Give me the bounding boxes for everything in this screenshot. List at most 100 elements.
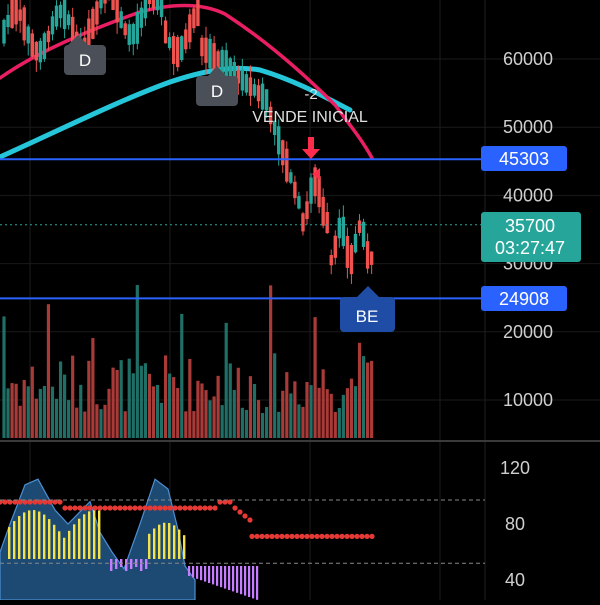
histogram-bar [18, 516, 21, 559]
oscillator-dot [299, 533, 305, 540]
candle-body [353, 233, 358, 253]
oscillator-axis-label: 40 [505, 570, 525, 590]
oscillator-dot [117, 505, 123, 511]
price-axis-label: 10000 [503, 390, 553, 410]
candle-body [317, 176, 321, 208]
candle-body [54, 5, 59, 27]
oscillator-dot [97, 505, 103, 511]
histogram-bar [200, 566, 203, 581]
price-axis-label: 60000 [503, 49, 553, 69]
candle-body [70, 16, 75, 44]
oscillator-dot [294, 533, 300, 540]
histogram-bar [110, 559, 113, 571]
fast-moving-average [0, 3, 374, 160]
volume-bar [75, 407, 79, 438]
volume-bar [196, 380, 200, 438]
volume-bar [200, 383, 204, 438]
oscillator-dot [197, 505, 203, 511]
candle-body [228, 58, 232, 82]
candle-body [115, 0, 119, 23]
candle-body [256, 85, 261, 102]
oscillator-dot [249, 533, 255, 540]
oscillator-dot [87, 505, 93, 511]
histogram-bar [115, 559, 118, 569]
volume-bar [337, 407, 341, 438]
candle-body [349, 245, 354, 275]
volume-bar [127, 358, 131, 438]
candle-body [10, 0, 14, 28]
volume-bar [248, 376, 253, 438]
oscillator-dot [319, 533, 325, 540]
histogram-bar [63, 537, 66, 559]
histogram-bar [192, 566, 195, 578]
volume-bar [345, 388, 349, 438]
candle-body [42, 33, 47, 60]
level-label-24908[interactable]: 24908 [481, 286, 567, 311]
oscillator-dot [92, 505, 98, 511]
candle-body [208, 38, 212, 69]
volume-bar [220, 405, 224, 438]
oscillator-dot [309, 533, 315, 540]
volume-bar [240, 407, 244, 438]
volume-bar [176, 387, 180, 438]
volume-bar [26, 386, 30, 438]
histogram-bar [43, 514, 46, 559]
candle-body [171, 36, 176, 64]
volume-bar [63, 374, 67, 438]
d-marker-1[interactable]: D [64, 35, 106, 75]
be-marker[interactable]: BE [340, 286, 395, 332]
oscillator-dot [207, 505, 213, 511]
candle-body [321, 196, 325, 226]
volume-bar [265, 407, 269, 438]
volume-bar [139, 365, 143, 438]
oscillator-dot [12, 499, 18, 505]
level-label-45303[interactable]: 45303 [481, 146, 567, 171]
histogram-bar [145, 559, 148, 569]
histogram-bar [196, 566, 199, 579]
histogram-bar [173, 525, 176, 559]
volume-bar [228, 363, 232, 438]
oscillator-dot [279, 533, 285, 540]
histogram-bar [158, 524, 161, 559]
oscillator-dot [142, 505, 148, 511]
be-marker-label: BE [356, 307, 379, 326]
oscillator-dot [217, 499, 223, 505]
candle-body [139, 7, 144, 28]
candle-body [297, 196, 301, 209]
volume-bar [285, 372, 289, 438]
oscillator-axis[interactable]: 120 80 40 [500, 458, 530, 590]
candle-body [301, 213, 305, 232]
volume-bar [353, 386, 358, 438]
candle-body [62, 0, 67, 30]
slow-moving-average [0, 65, 353, 160]
d-marker-2-box [196, 76, 238, 106]
oscillator-dot [2, 499, 8, 505]
volume-bar [42, 385, 46, 438]
candle-body [329, 255, 333, 266]
candle-body [26, 26, 30, 44]
volume-bar [87, 360, 91, 438]
be-marker-box [340, 297, 395, 332]
volume-bar [361, 356, 366, 438]
volume-bar [341, 394, 345, 438]
candle-body [18, 9, 22, 21]
histogram-bar [140, 559, 143, 571]
volume-bar [79, 384, 83, 438]
candle-body [341, 216, 346, 247]
oscillator-dots [0, 499, 375, 540]
d-marker-2[interactable]: D [196, 66, 238, 106]
oscillator-dot [177, 505, 183, 511]
volume-bar [135, 284, 139, 438]
current-price-label[interactable]: 35700 03:27:47 [481, 212, 581, 262]
sell-arrow-icon [302, 137, 320, 159]
volume-bar [119, 360, 123, 438]
volume-bar [329, 393, 333, 438]
histogram-bar [33, 510, 36, 559]
volume-bar [10, 383, 14, 438]
volume-bar [260, 412, 265, 438]
candle-body [184, 29, 188, 50]
histogram-bar [98, 510, 101, 559]
volume-bar [204, 390, 208, 438]
